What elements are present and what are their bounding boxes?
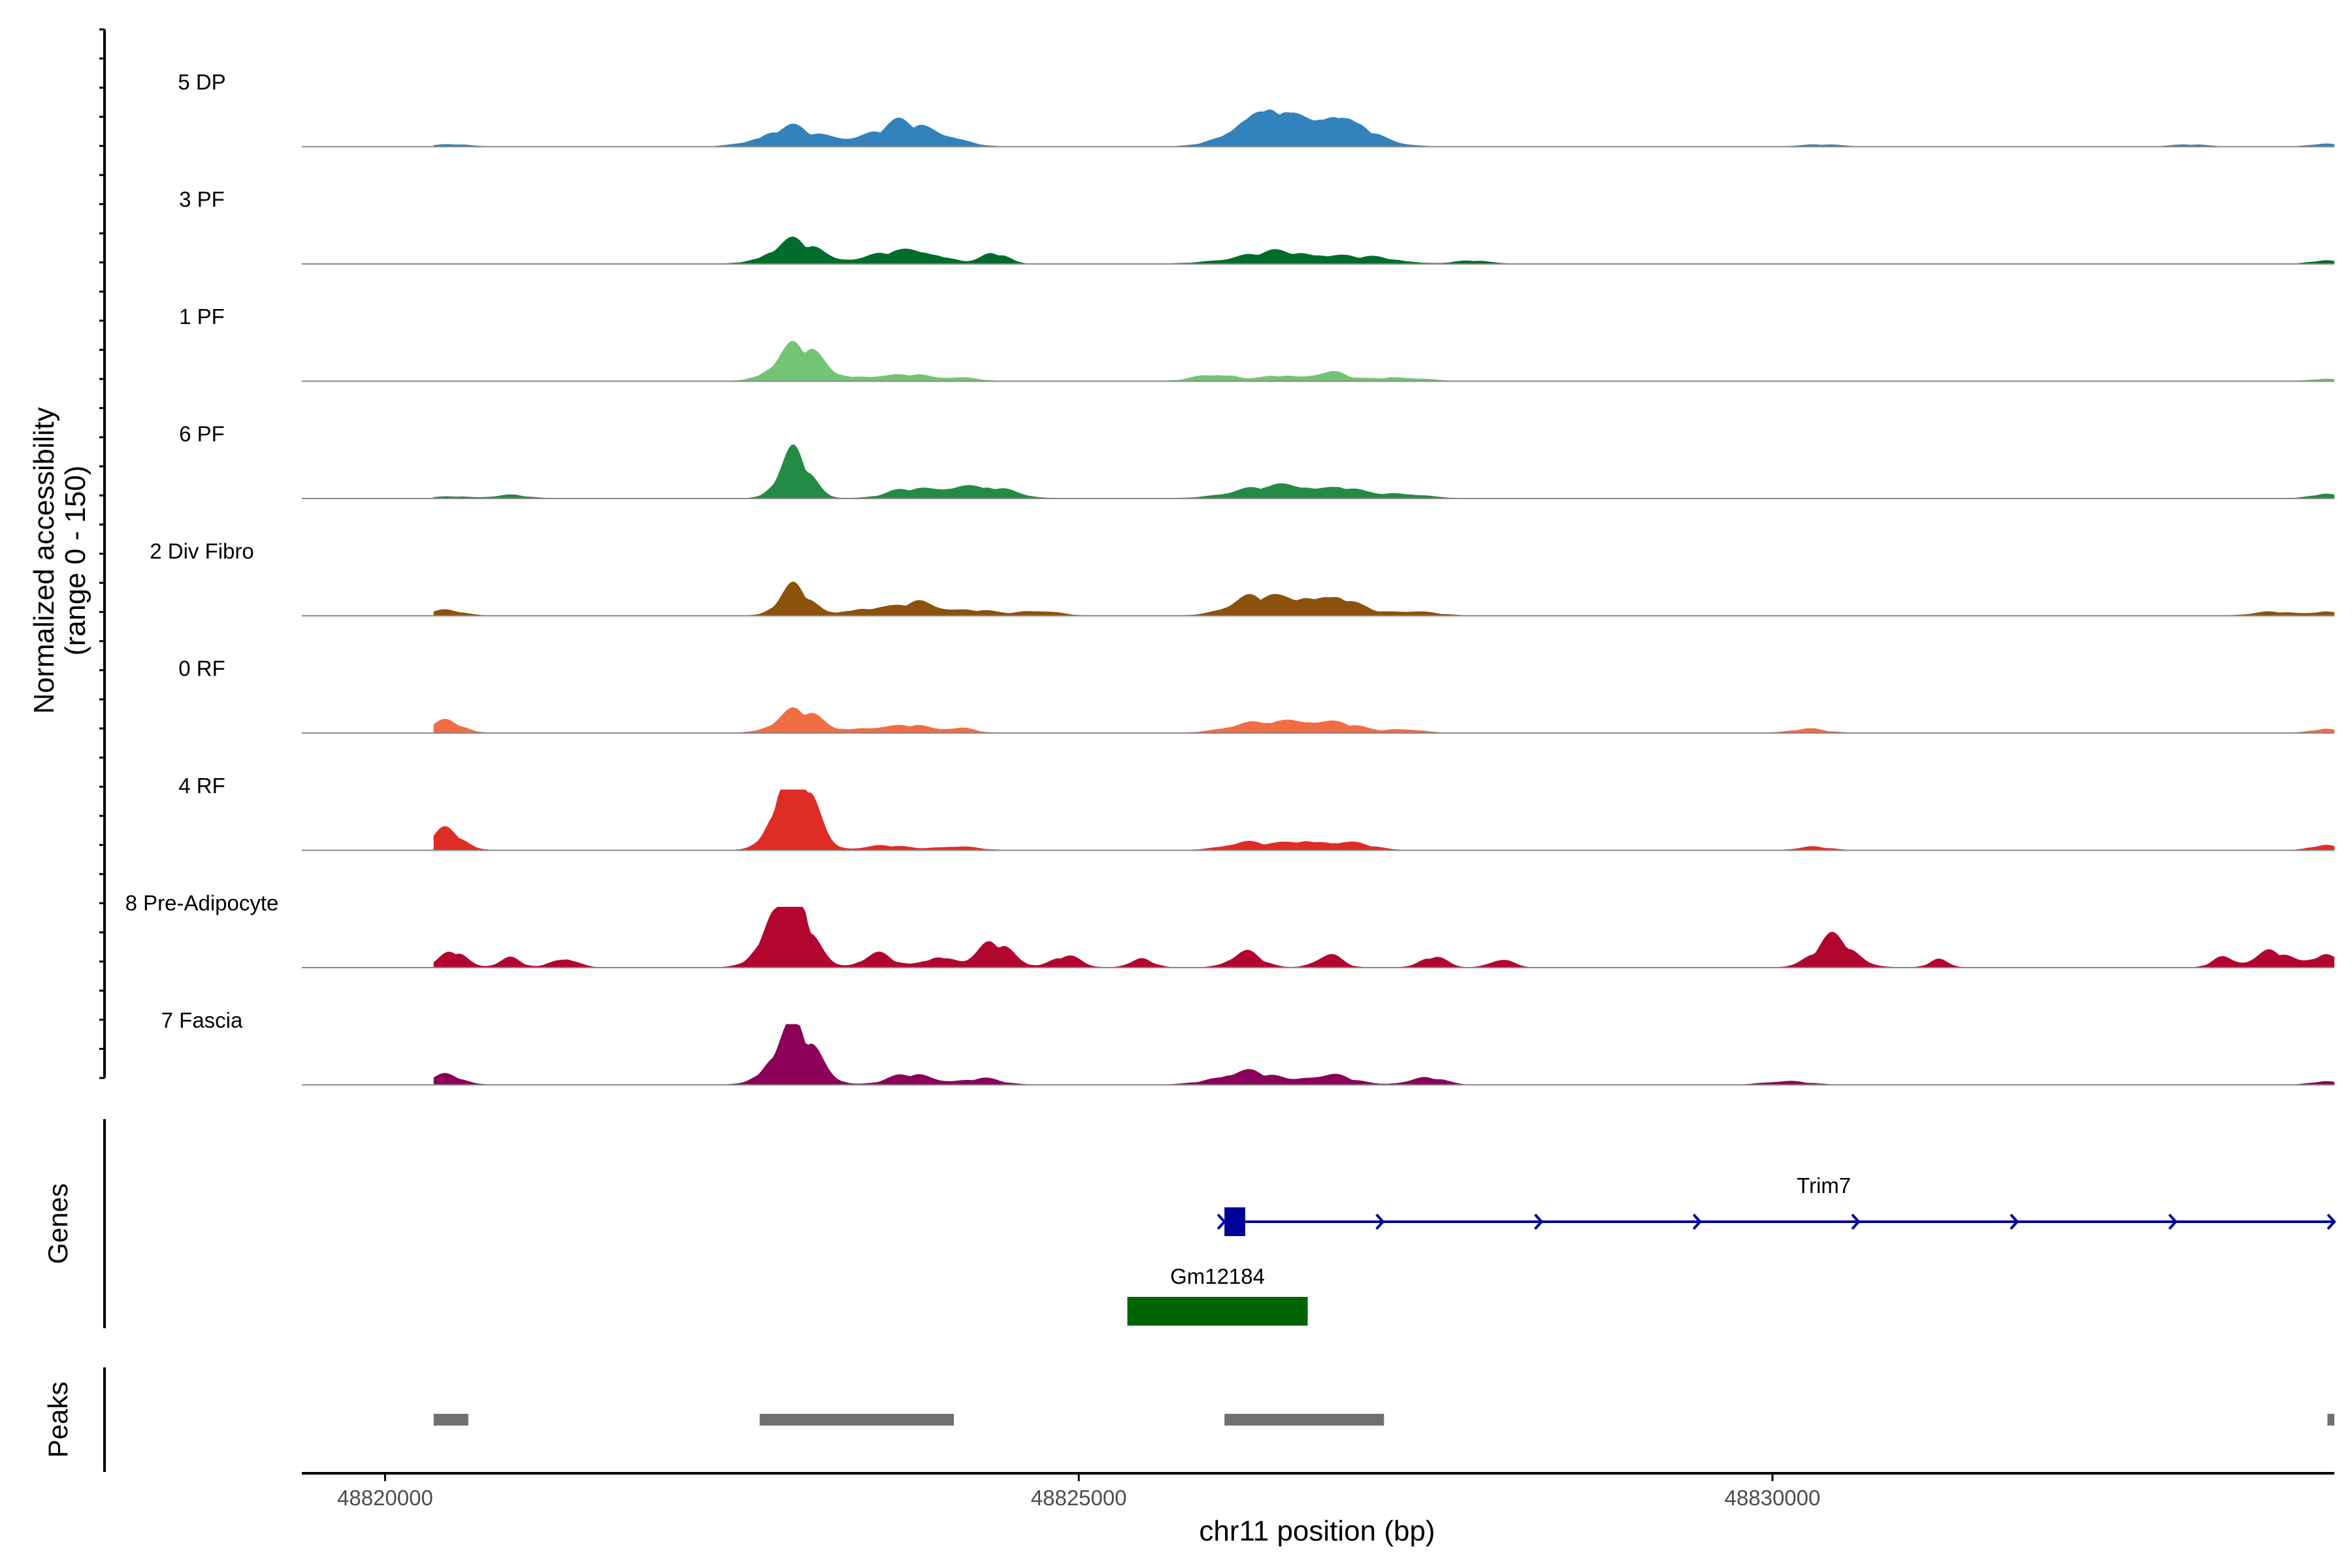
track-label: 5 DP — [178, 70, 225, 94]
track-coverage-area — [433, 109, 2335, 147]
track-1: 5 DP — [178, 70, 2335, 148]
peak-regions — [433, 1414, 2334, 1426]
strand-arrow-icon — [1534, 1213, 1544, 1230]
track-label: 1 PF — [179, 304, 225, 329]
peak-region-bar — [2327, 1414, 2334, 1426]
coverage-y-axis-ticks — [99, 28, 105, 1079]
strand-arrow-icon — [2327, 1213, 2336, 1230]
x-axis-tick-label: 48830000 — [1725, 1486, 1821, 1510]
track-label: 0 RF — [178, 657, 225, 681]
x-axis-title: chr11 position (bp) — [1199, 1515, 1435, 1547]
strand-arrow-icon — [2010, 1213, 2019, 1230]
track-label: 8 Pre-Adipocyte — [125, 891, 279, 915]
track-9: 7 Fascia — [161, 1008, 2335, 1086]
track-coverage-area — [433, 237, 2335, 264]
y-axis-title-line1: Normalized accessibility — [28, 407, 60, 713]
track-2: 3 PF — [179, 188, 2335, 265]
y-axis-title-line2: (range 0 - 150) — [59, 465, 91, 655]
x-axis-ticks: 48820000 48825000 48830000 — [337, 1473, 1820, 1510]
track-6: 0 RF — [178, 657, 2335, 734]
track-5: 2 Div Fibro — [150, 539, 2335, 617]
strand-arrow-icon — [1692, 1213, 1702, 1230]
peak-region-bar — [1224, 1414, 1384, 1426]
gene-annotations: Trim7 Gm12184 — [1127, 1173, 2336, 1326]
track-label: 7 Fascia — [161, 1008, 243, 1032]
track-4: 6 PF — [179, 422, 2335, 499]
peak-region-bar — [433, 1414, 468, 1426]
x-axis-tick-label: 48820000 — [337, 1486, 433, 1510]
track-8: 8 Pre-Adipocyte — [125, 891, 2335, 968]
trim7-exon — [1224, 1207, 1246, 1236]
trim7-label: Trim7 — [1797, 1173, 1851, 1198]
peak-region-bar — [759, 1414, 955, 1426]
gm12184-label: Gm12184 — [1170, 1264, 1265, 1288]
track-coverage-area — [433, 1024, 2335, 1085]
track-coverage-area — [433, 581, 2335, 616]
track-label: 3 PF — [179, 188, 225, 212]
genes-panel-title: Genes — [42, 1183, 73, 1264]
strand-arrow-icon — [2168, 1213, 2178, 1230]
track-coverage-area — [433, 789, 2335, 851]
track-label: 6 PF — [179, 422, 225, 446]
coverage-tracks: 5 DP 3 PF 1 PF 6 PF 2 Div Fibro 0 RF 4 RF 8 Pre… — [125, 70, 2335, 1086]
x-axis-tick-label: 48825000 — [1031, 1486, 1127, 1510]
track-7: 4 RF — [178, 774, 2335, 851]
track-coverage-area — [433, 907, 2335, 968]
gm12184-gene-block — [1127, 1297, 1308, 1326]
track-3: 1 PF — [179, 304, 2335, 382]
track-label: 4 RF — [178, 774, 225, 798]
strand-arrow-icon — [1217, 1213, 1226, 1230]
strand-arrow-icon — [1851, 1213, 1861, 1230]
strand-arrow-icon — [1375, 1213, 1385, 1230]
track-coverage-area — [433, 341, 2335, 382]
peaks-panel-title: Peaks — [42, 1382, 73, 1458]
track-coverage-area — [433, 707, 2335, 733]
track-label: 2 Div Fibro — [150, 539, 254, 563]
